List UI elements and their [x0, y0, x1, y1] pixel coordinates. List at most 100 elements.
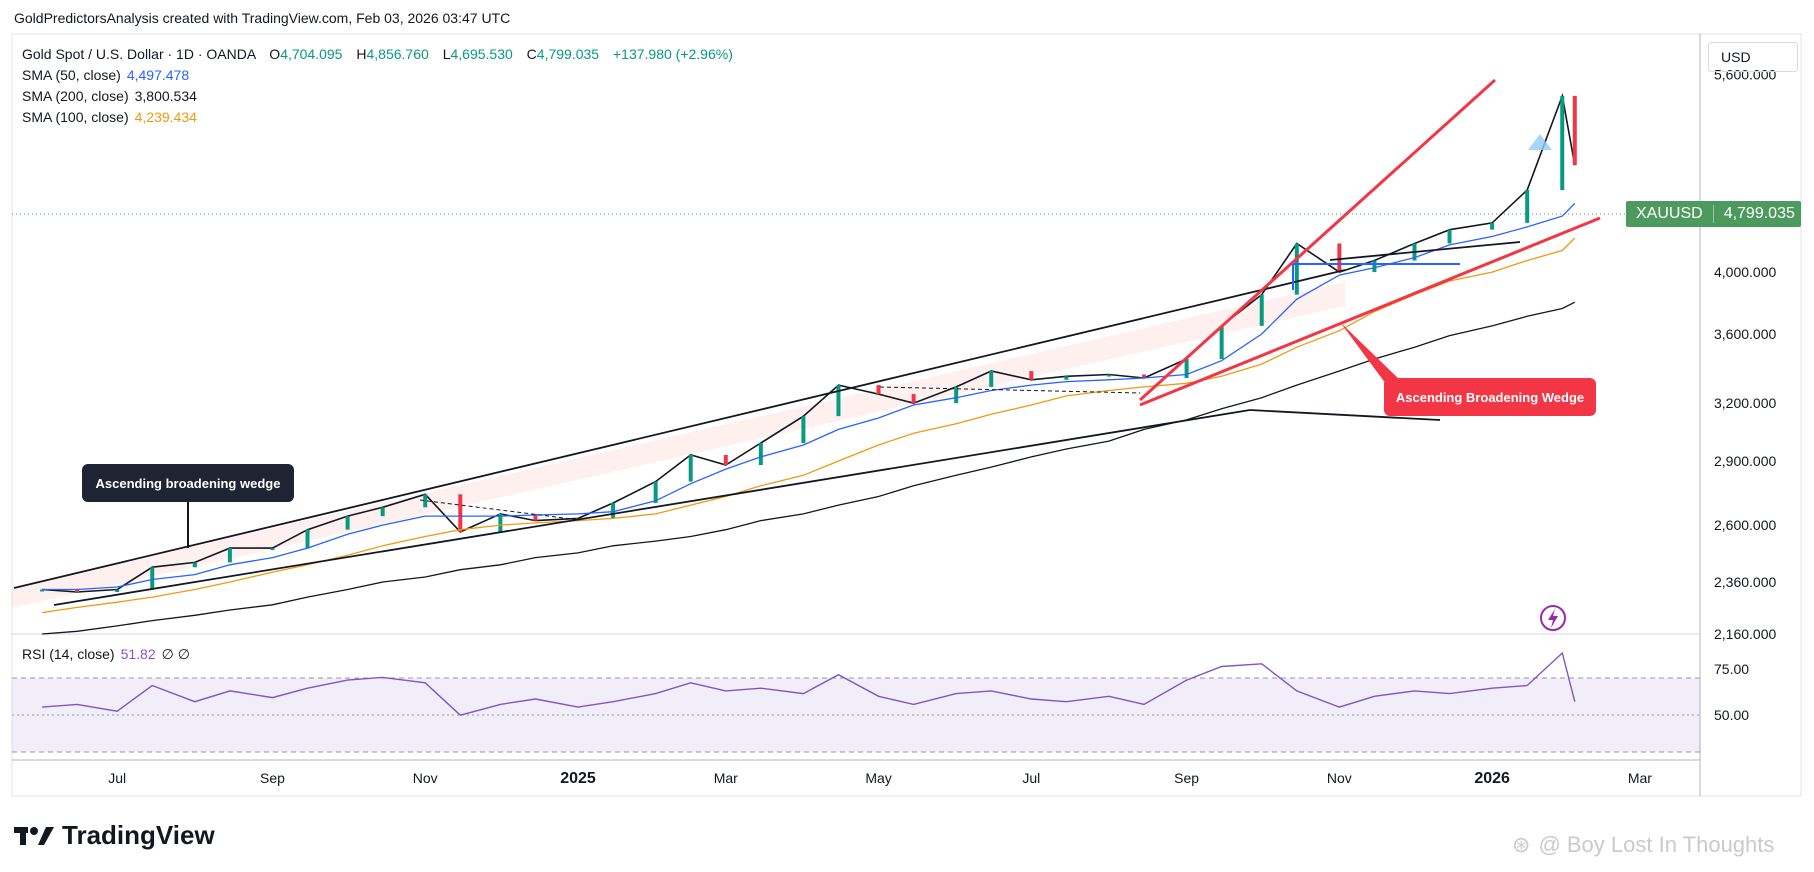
candle-point	[989, 371, 994, 387]
price-tag-symbol: XAUUSD	[1626, 205, 1714, 223]
time-axis-label: May	[865, 770, 891, 786]
candle-point	[723, 454, 728, 466]
tradingview-logo[interactable]: TradingView	[14, 820, 215, 851]
series-line-0	[42, 92, 1576, 593]
candle-point	[1372, 260, 1377, 273]
candle-point	[911, 394, 916, 404]
candle-point	[1572, 95, 1577, 166]
candle-point	[758, 443, 763, 466]
time-axis-label: Sep	[1174, 770, 1199, 786]
right-callout-pointer	[1340, 322, 1400, 384]
black-short-line	[1329, 241, 1521, 261]
close-value: 4,799.035	[536, 46, 600, 62]
sma50-legend[interactable]: SMA (50, close) 4,497.478	[22, 67, 189, 83]
lower-wedge-trendline	[53, 409, 1251, 606]
candle-point	[345, 516, 350, 530]
candle-point	[688, 454, 693, 482]
sma50-label: SMA (50, close)	[22, 67, 121, 83]
candle-point	[75, 589, 80, 593]
candle-point	[380, 507, 385, 517]
sma100-legend[interactable]: SMA (100, close) 4,239.434	[22, 109, 197, 125]
time-axis-label: 2026	[1474, 770, 1510, 787]
candle-point	[227, 548, 232, 563]
price-axis-label: 2,160.000	[1714, 626, 1776, 642]
time-axis-label: Jul	[108, 770, 126, 786]
sma100-label: SMA (100, close)	[22, 109, 129, 125]
candle-point	[801, 416, 806, 444]
change-value: +137.980 (+2.96%)	[612, 46, 733, 62]
candle-point	[836, 385, 841, 417]
series-layer	[40, 92, 1577, 635]
sma50-value: 4,497.478	[126, 67, 190, 83]
rsi-line	[42, 651, 1576, 716]
price-axis-label: 2,360.000	[1714, 574, 1776, 590]
lower-wedge-trendline-2	[1249, 409, 1441, 421]
candle-point	[305, 529, 310, 549]
open-value: 4,704.095	[280, 46, 343, 62]
candle-point	[1525, 190, 1530, 223]
red-lower-trendline	[1139, 216, 1601, 407]
candle-point	[876, 385, 881, 395]
rsi-band	[12, 678, 1700, 752]
rsi-axis-label: 75.00	[1714, 661, 1749, 677]
rsi-value: 51.82	[120, 646, 156, 662]
candle-point	[1219, 325, 1224, 359]
time-axis-label: Sep	[260, 770, 285, 786]
candle-point	[1259, 294, 1264, 326]
candle-point	[653, 481, 658, 503]
time-axis-label: Jul	[1022, 770, 1040, 786]
low-label: L	[442, 46, 451, 62]
tradingview-brand: TradingView	[62, 820, 215, 850]
upper-channel-highlight	[12, 282, 1345, 608]
watermark-text: @ Boy Lost In Thoughts	[1538, 832, 1775, 857]
candle-point	[498, 513, 503, 532]
price-tag: XAUUSD 4,799.035	[1626, 201, 1801, 227]
series-line-1	[42, 202, 1576, 591]
symbol-name: Gold Spot / U.S. Dollar · 1D · OANDA	[22, 46, 256, 62]
candle-point	[1447, 229, 1452, 244]
candle-point	[533, 513, 538, 521]
rsi-extra: ∅ ∅	[161, 646, 190, 662]
price-axis-label: 3,600.000	[1714, 326, 1776, 342]
time-axis-label: Nov	[1327, 770, 1352, 786]
candle-point	[150, 567, 155, 590]
candle-point	[1560, 95, 1565, 191]
watermark: ⊛ @ Boy Lost In Thoughts	[1512, 832, 1774, 858]
price-tag-value: 4,799.035	[1723, 205, 1795, 222]
close-label: C	[526, 46, 537, 62]
high-label: H	[356, 46, 367, 62]
left-pattern-callout[interactable]: Ascending broadening wedge	[82, 464, 294, 502]
candle-point	[1184, 358, 1189, 379]
candle-point	[1337, 243, 1342, 273]
candle-point	[115, 589, 120, 593]
currency-button[interactable]: USD	[1708, 42, 1798, 72]
sma200-label: SMA (200, close)	[22, 88, 129, 104]
red-upper-trendline	[1138, 78, 1497, 402]
candle-point	[423, 494, 428, 508]
watermark-icon: ⊛	[1512, 832, 1531, 857]
candle-point	[40, 589, 45, 592]
rsi-axis-label: 50.00	[1714, 707, 1749, 723]
price-axis-label: 3,200.000	[1714, 395, 1776, 411]
open-label: O	[269, 46, 281, 62]
sma200-legend[interactable]: SMA (200, close) 3,800.534	[22, 88, 197, 104]
candle-point	[1294, 243, 1299, 295]
sma100-value: 4,239.434	[134, 109, 197, 125]
symbol-legend[interactable]: Gold Spot / U.S. Dollar · 1D · OANDA O4,…	[22, 46, 733, 62]
rsi-legend[interactable]: RSI (14, close) 51.82 ∅ ∅	[22, 646, 190, 663]
candle-point	[611, 502, 616, 519]
right-pattern-callout[interactable]: Ascending Broadening Wedge	[1384, 378, 1596, 416]
candle-point	[1490, 222, 1495, 230]
candle-point	[1064, 376, 1069, 380]
tradingview-logo-icon	[14, 826, 54, 845]
price-axis-label: 5,600.000	[1714, 67, 1776, 83]
chart-frame	[11, 33, 1802, 797]
price-axis-label: 2,600.000	[1714, 517, 1776, 533]
candle-point	[192, 562, 197, 568]
time-axis-label: Mar	[714, 770, 738, 786]
rsi-label: RSI (14, close)	[22, 646, 115, 662]
candle-point	[270, 548, 275, 551]
low-value: 4,695.530	[450, 46, 513, 62]
price-axis-label: 2,900.000	[1714, 453, 1776, 469]
